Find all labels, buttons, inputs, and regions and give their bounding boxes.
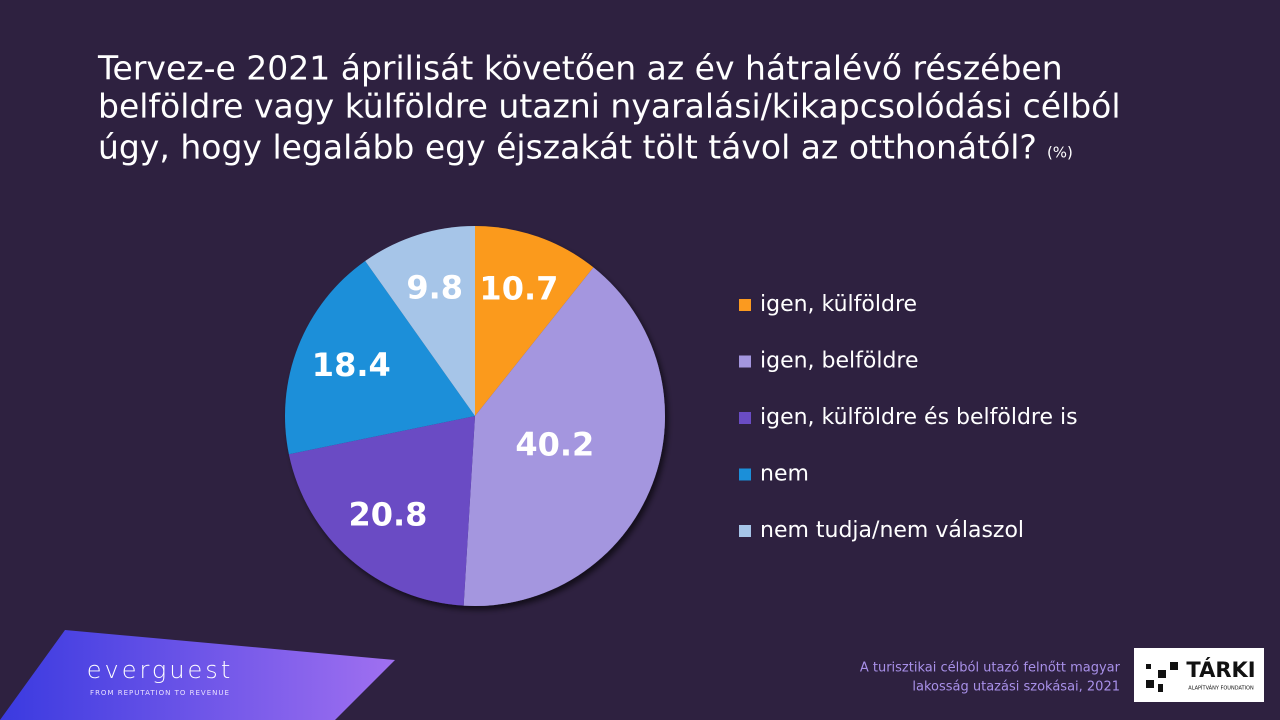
legend-swatch [739,525,751,537]
data-label: 10.7 [479,269,558,307]
legend-label: nem [760,462,809,487]
legend: igen, külföldre igen, belföldre igen, külf… [739,292,1078,543]
title-line: Tervez-e 2021 áprilisát követően az év h… [97,49,1063,88]
logo-icon [1146,662,1178,692]
legend-label: igen, külföldre és belföldre is [760,405,1078,430]
data-label: 18.4 [312,346,391,384]
pie-slice [285,260,475,455]
legend-swatch [739,355,751,368]
data-label: 9.8 [406,268,463,306]
legend-swatch [739,299,751,311]
legend-label: igen, külföldre [760,292,917,317]
pie-slice [475,226,594,416]
legend-swatch [739,412,751,424]
data-label: 40.2 [515,426,594,464]
pie-slice [288,416,475,606]
title-line: belföldre vagy külföldre utazni nyaralás… [98,87,1121,126]
pie [285,226,666,606]
pie-labels: 10.7 40.2 20.8 18.4 9.8 [312,268,594,533]
source: A turisztikai célból utazó felnőtt magya… [860,661,1121,676]
pie-slice [463,267,666,606]
logo-sub: ALAPÍTVÁNY FOUNDATION [1188,685,1254,692]
title-line: úgy, hogy legalább egy éjszakát tölt táv… [98,128,1037,167]
logo-box [1134,648,1264,702]
logo-text: TÁRKI [1186,657,1255,682]
tagline: FROM REPUTATION TO REVENUE [90,689,230,697]
brand-band [0,630,395,720]
legend-label: nem tudja/nem válaszol [760,518,1024,543]
unit-note: (%) [1047,144,1073,162]
legend-label: igen, belföldre [760,349,919,374]
legend-swatch [739,468,751,481]
data-label: 20.8 [348,496,427,534]
source: lakosság utazási szokásai, 2021 [912,680,1120,695]
pie-slice [365,226,475,416]
brand: everguest [87,656,233,684]
